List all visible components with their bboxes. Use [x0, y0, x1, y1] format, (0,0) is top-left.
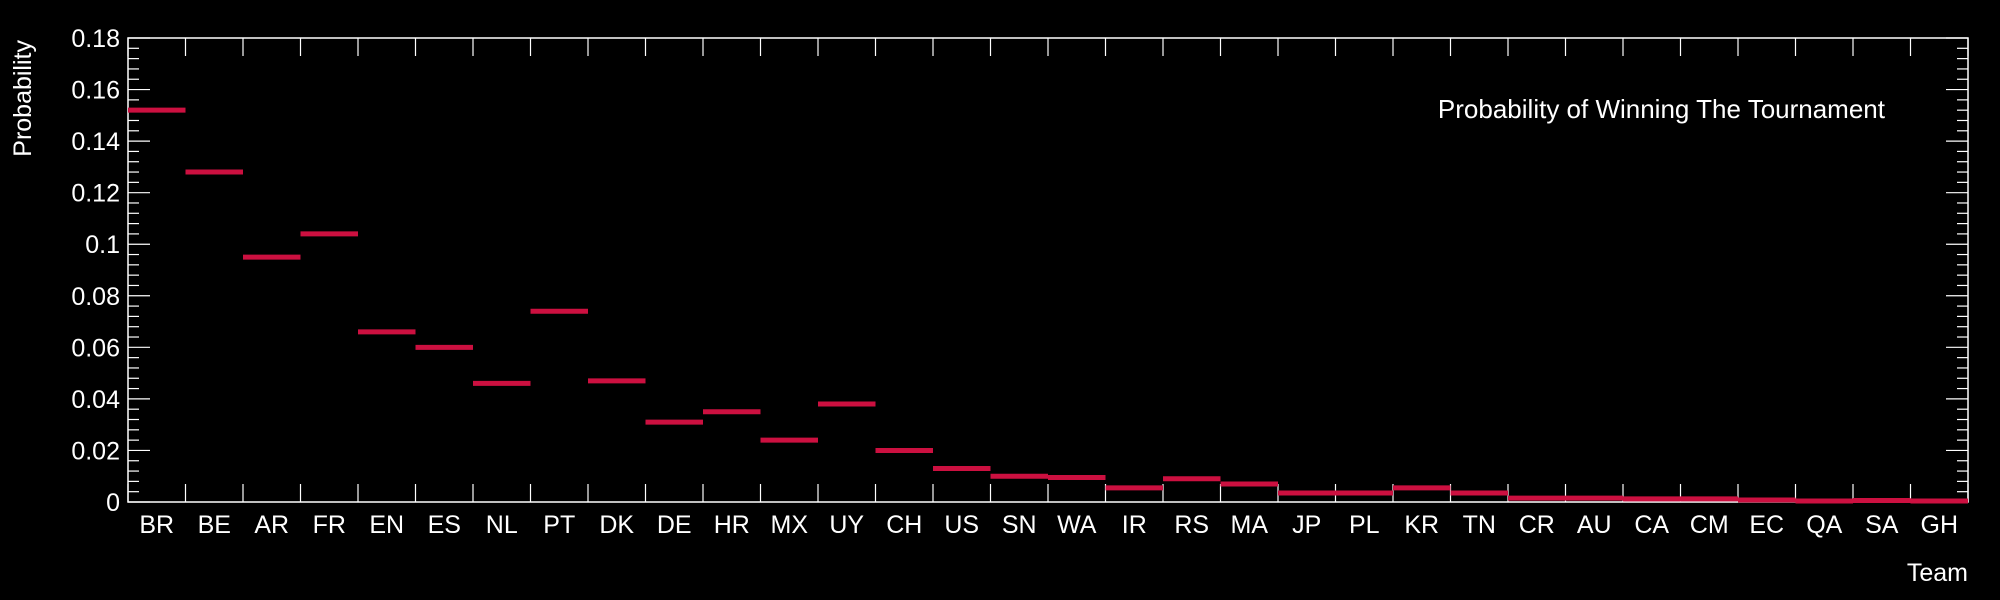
y-tick-label: 0.06	[71, 334, 120, 362]
x-tick-label: AR	[254, 511, 289, 539]
y-axis: 0 0.02 0.04 0.06 0.08 0.1 0.12 0.14 0.16 0.18	[71, 25, 1968, 517]
x-tick-label: WA	[1057, 511, 1097, 539]
x-tick-label: QA	[1806, 511, 1842, 539]
x-tick-label: DK	[599, 511, 634, 539]
x-tick-label: EN	[369, 511, 404, 539]
y-tick-label: 0.1	[85, 231, 120, 259]
x-tick-label: KR	[1404, 511, 1439, 539]
y-axis-label: Probability	[9, 40, 37, 157]
data-markers	[128, 107, 1968, 504]
x-tick-label: ES	[428, 511, 461, 539]
y-tick-label: 0.08	[71, 283, 120, 311]
y-tick-label: 0.02	[71, 437, 120, 465]
y-tick-label: 0.14	[71, 128, 120, 156]
x-tick-label: IR	[1122, 511, 1147, 539]
y-tick-label: 0.04	[71, 386, 120, 414]
x-tick-label: EC	[1749, 511, 1784, 539]
x-tick-label: FR	[313, 511, 346, 539]
chart-title: Probability of Winning The Tournament	[1438, 94, 1886, 124]
x-tick-label: SN	[1002, 511, 1037, 539]
x-tick-label: JP	[1292, 511, 1321, 539]
x-tick-label: RS	[1174, 511, 1209, 539]
x-tick-label: PL	[1349, 511, 1380, 539]
x-tick-label: BE	[198, 511, 231, 539]
x-tick-label: US	[944, 511, 979, 539]
x-tick-label: CA	[1634, 511, 1669, 539]
x-tick-label: UY	[829, 511, 864, 539]
x-tick-label: PT	[543, 511, 575, 539]
x-tick-label: DE	[657, 511, 692, 539]
x-axis: BR BE AR FR EN ES NL PT DK DE HR MX UY CH US SN WA IR RS MA…	[127, 38, 1969, 539]
x-tick-label: HR	[714, 511, 750, 539]
y-tick-label: 0.12	[71, 180, 120, 208]
x-tick-label: CH	[886, 511, 922, 539]
y-tick-label: 0.16	[71, 77, 120, 105]
x-axis-label: Team	[1907, 559, 1968, 587]
x-tick-label: GH	[1921, 511, 1959, 539]
x-tick-label: AU	[1577, 511, 1612, 539]
x-tick-label: CR	[1519, 511, 1555, 539]
x-tick-label: TN	[1463, 511, 1496, 539]
x-tick-label: CM	[1690, 511, 1729, 539]
y-tick-label: 0	[106, 489, 120, 517]
x-tick-label: NL	[486, 511, 518, 539]
y-tick-label: 0.18	[71, 25, 120, 53]
x-tick-label: SA	[1865, 511, 1899, 539]
x-tick-label: MX	[771, 511, 809, 539]
x-tick-label: BR	[139, 511, 174, 539]
x-tick-label: MA	[1231, 511, 1269, 539]
